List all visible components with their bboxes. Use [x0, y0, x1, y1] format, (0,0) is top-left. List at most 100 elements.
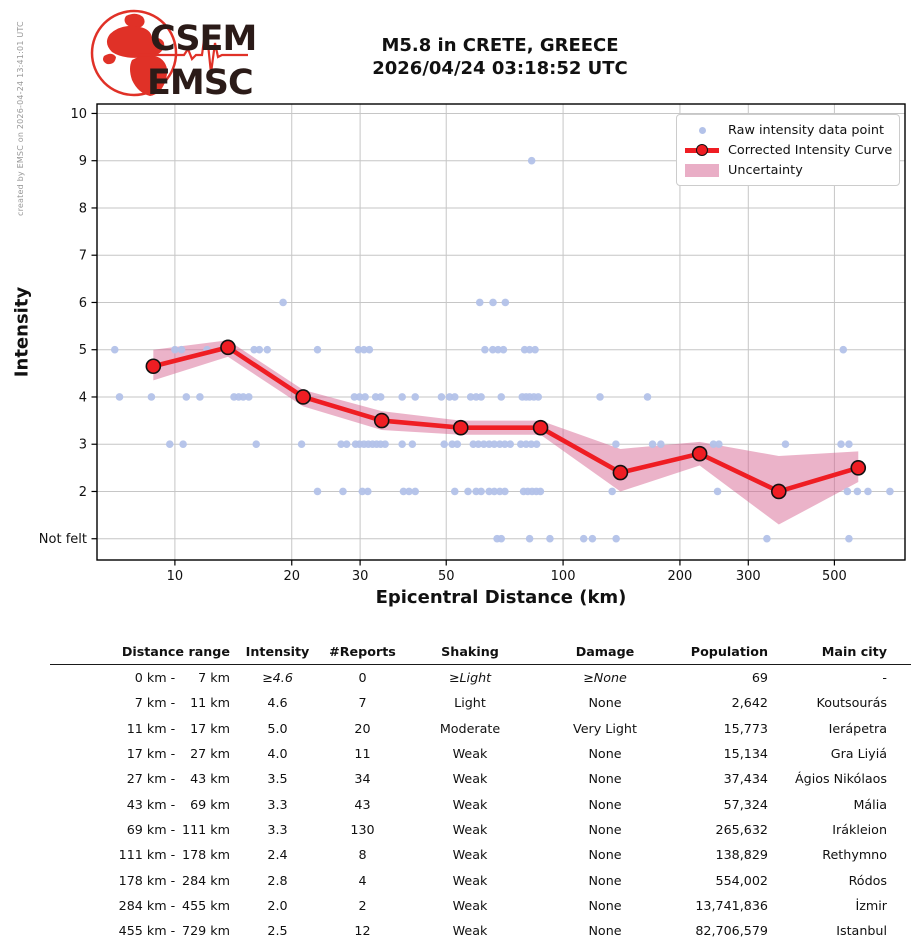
raw-point	[474, 440, 483, 449]
cell-reports: 130	[350, 821, 375, 837]
cell-shaking: Weak	[452, 746, 488, 762]
raw-point	[579, 534, 588, 543]
y-tick-label: 7	[79, 249, 87, 264]
raw-point	[837, 440, 845, 449]
cell-damage: None	[588, 746, 622, 762]
cell-reports: 43	[354, 796, 371, 812]
table-row: 69 km - 111 km 3.3 130 Weak None 265,632 Irákl…	[50, 817, 911, 842]
cell-shaking: Weak	[452, 872, 488, 888]
cell-distance-range: 11 km - 17 km	[126, 720, 230, 736]
cell-reports: 0	[358, 670, 367, 686]
cell-shaking: Weak	[452, 821, 488, 837]
raw-point	[361, 393, 369, 401]
cell-shaking: Weak	[452, 897, 488, 913]
curve-marker	[691, 445, 708, 462]
cell-population: 15,134	[723, 746, 768, 762]
cell-intensity: 3.3	[267, 821, 288, 837]
cell-distance-range: 284 km - 455 km	[118, 897, 230, 913]
table-row: 11 km - 17 km 5.0 20 Moderate Very Light 15,7…	[50, 716, 911, 741]
raw-point	[355, 393, 364, 401]
cell-shaking: Weak	[452, 847, 488, 863]
raw-point	[411, 487, 420, 496]
raw-point	[608, 487, 616, 496]
cell-population: 15,773	[723, 720, 768, 736]
cell-main-city: Koutsourás	[816, 695, 887, 711]
legend-entry-uncertainty: Uncertainty	[685, 161, 891, 179]
cell-main-city: İzmir	[855, 897, 887, 913]
curve-icon	[685, 143, 719, 157]
cell-distance-range: 7 km - 11 km	[134, 695, 230, 711]
raw-point	[657, 440, 665, 449]
raw-point	[339, 487, 347, 496]
cell-reports: 4	[358, 872, 367, 888]
curve-marker	[452, 419, 469, 436]
cell-shaking: ≥Light	[448, 670, 492, 686]
raw-point	[363, 487, 372, 496]
cell-main-city: Ágios Nikólaos	[794, 771, 887, 787]
raw-point	[445, 393, 454, 401]
cell-reports: 7	[358, 695, 367, 711]
raw-point	[239, 393, 248, 401]
cell-distance-range: 111 km - 178 km	[118, 847, 230, 863]
cell-main-city: -	[882, 670, 887, 686]
raw-point	[196, 393, 204, 401]
raw-point	[337, 440, 345, 449]
raw-point	[588, 534, 597, 543]
raw-point	[839, 345, 848, 354]
y-tick-label: 10	[70, 107, 87, 122]
legend: Raw intensity data point Corrected Intens…	[676, 114, 900, 186]
raw-point	[536, 487, 545, 496]
cell-reports: 34	[354, 771, 371, 787]
cell-distance-range: 69 km - 111 km	[126, 821, 230, 837]
raw-point	[853, 487, 862, 496]
cell-distance-range: 0 km - 7 km	[134, 670, 230, 686]
curve-marker	[532, 419, 549, 436]
cell-reports: 8	[358, 847, 367, 863]
raw-point	[405, 487, 413, 496]
table-header-row: Distance range Intensity #Reports Shaking Da…	[50, 639, 911, 665]
cell-intensity: ≥4.6	[262, 670, 293, 686]
curve-marker	[220, 339, 236, 356]
cell-main-city: Rethymno	[822, 847, 887, 863]
x-tick-label: 50	[438, 569, 455, 584]
x-tick-label: 10	[167, 569, 184, 584]
raw-point	[480, 440, 488, 449]
column-header: Main city	[768, 639, 911, 665]
raw-point	[398, 393, 406, 401]
csem-emsc-logo: CSEM EMSC	[90, 9, 257, 102]
raw-point	[527, 440, 536, 449]
plot-border	[96, 103, 906, 561]
raw-point	[411, 393, 420, 401]
cell-reports: 11	[354, 746, 371, 762]
column-header: #Reports	[325, 639, 400, 665]
y-tick-label: 3	[79, 438, 87, 453]
raw-point	[453, 440, 462, 449]
cell-damage: None	[588, 771, 622, 787]
raw-point	[297, 440, 306, 449]
y-tick-label: 5	[79, 343, 87, 358]
y-tick-label: Not felt	[39, 532, 87, 547]
cell-distance-range: 43 km - 69 km	[126, 796, 230, 812]
column-header: Population	[670, 639, 768, 665]
cell-population: 37,434	[723, 771, 768, 787]
cell-damage: None	[588, 847, 622, 863]
cell-population: 554,002	[715, 872, 768, 888]
raw-point	[843, 487, 852, 496]
raw-point	[147, 393, 156, 401]
curve-marker	[145, 358, 162, 375]
table-row: 43 km - 69 km 3.3 43 Weak None 57,324 Mália	[50, 791, 911, 816]
raw-point	[501, 440, 509, 449]
cell-main-city: Mália	[853, 796, 887, 812]
cell-intensity: 4.6	[267, 695, 288, 711]
cell-damage: ≥None	[583, 670, 627, 686]
raw-point	[342, 440, 351, 449]
raw-point	[376, 393, 385, 401]
raw-point	[527, 156, 536, 165]
logo-text-csem: CSEM	[150, 19, 256, 59]
cell-shaking: Weak	[452, 771, 488, 787]
curve-marker	[770, 483, 787, 500]
cell-distance-range: 27 km - 43 km	[126, 771, 230, 787]
cell-shaking: Moderate	[439, 720, 501, 736]
